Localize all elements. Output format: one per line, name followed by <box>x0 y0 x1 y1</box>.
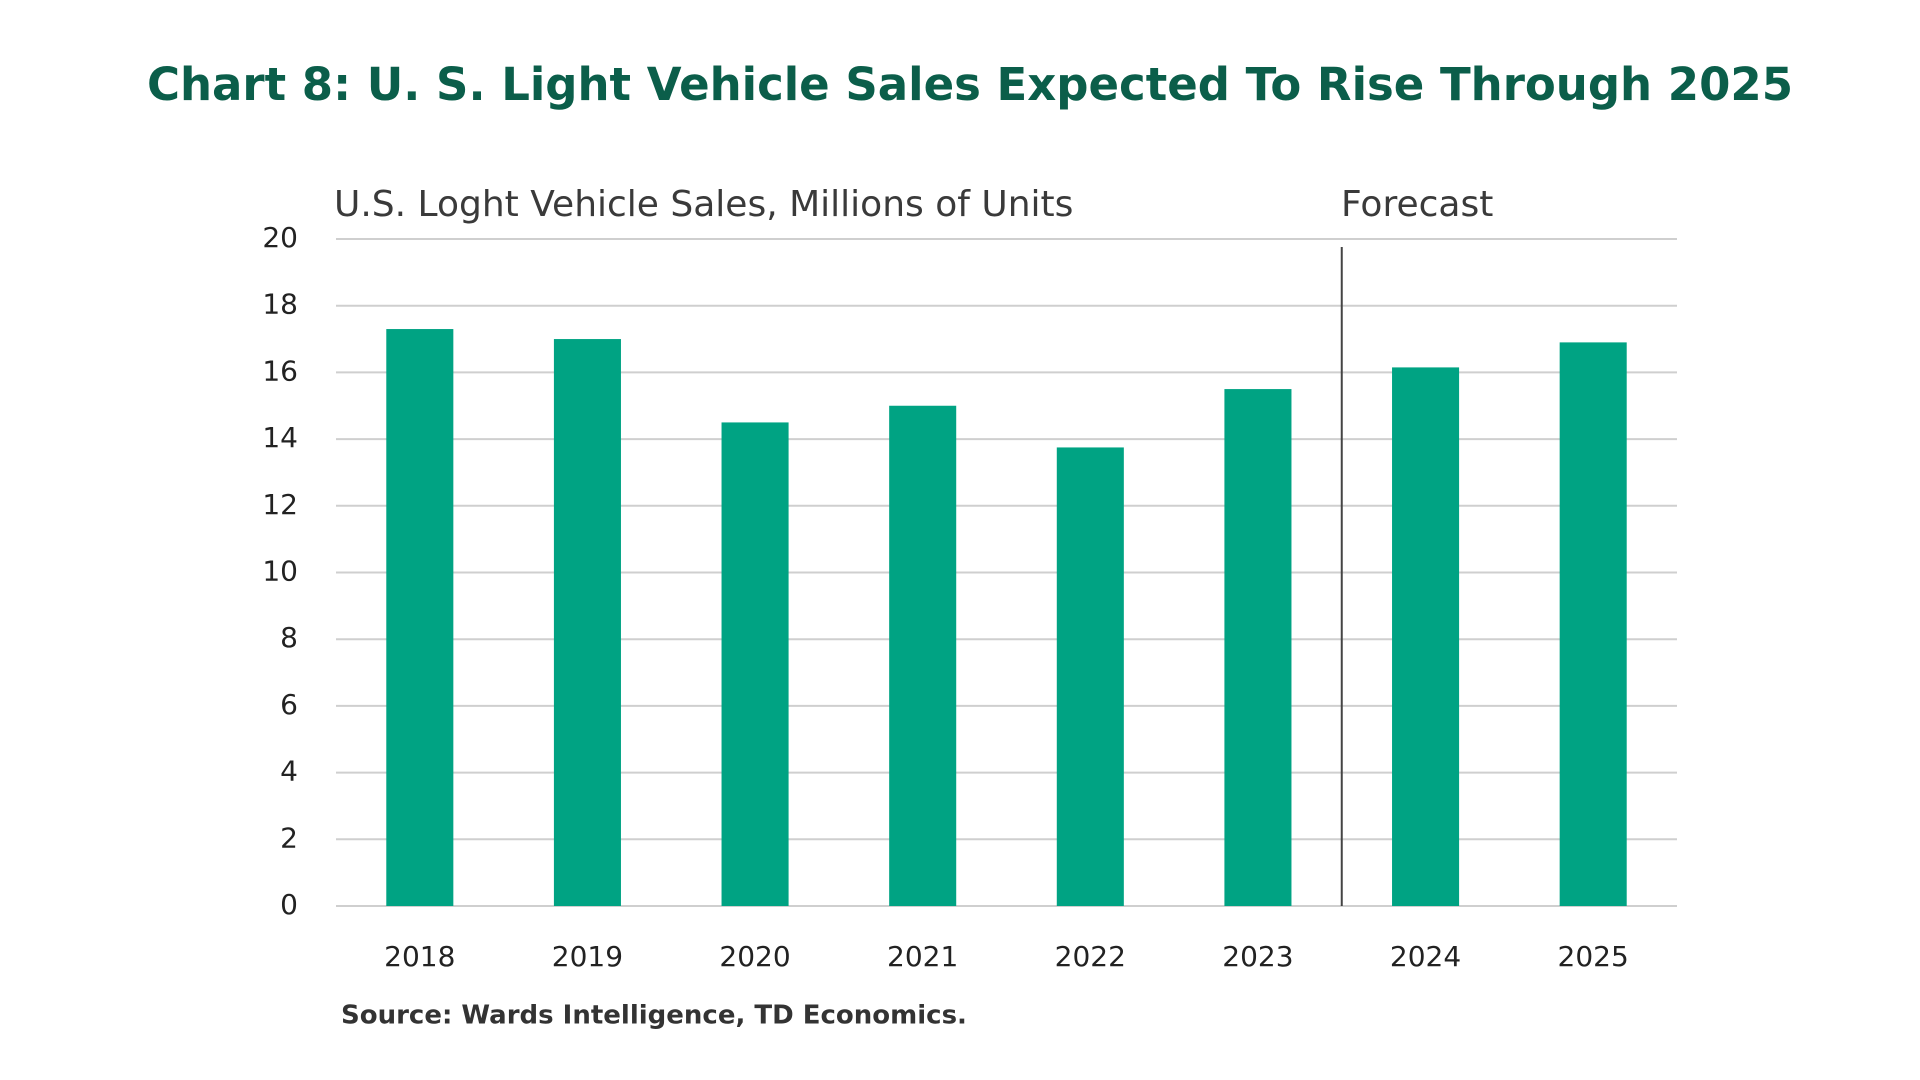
y-tick-label: 16 <box>262 354 298 387</box>
y-tick-label: 6 <box>280 688 298 721</box>
y-tick-label: 0 <box>280 888 298 921</box>
bar <box>553 339 621 906</box>
y-tick-label: 10 <box>262 555 298 588</box>
x-tick-label: 2020 <box>719 940 790 973</box>
bar <box>889 405 957 906</box>
y-tick-label: 4 <box>280 755 298 788</box>
x-tick-label: 2025 <box>1558 940 1629 973</box>
x-tick-label: 2018 <box>384 940 455 973</box>
bar <box>1392 367 1460 907</box>
y-tick-label: 8 <box>280 621 298 654</box>
bar <box>386 329 454 906</box>
source-note: Source: Wards Intelligence, TD Economics… <box>341 1001 967 1031</box>
x-tick-label: 2023 <box>1222 940 1293 973</box>
bar <box>1056 447 1124 906</box>
bar <box>1224 389 1292 906</box>
y-tick-label: 14 <box>262 421 298 454</box>
y-tick-label: 20 <box>262 221 298 254</box>
y-tick-label: 2 <box>280 821 298 854</box>
y-tick-label: 18 <box>262 288 298 321</box>
x-tick-label: 2024 <box>1390 940 1461 973</box>
forecast-label: Forecast <box>1341 184 1493 225</box>
y-tick-label: 12 <box>262 488 298 521</box>
x-tick-label: 2019 <box>552 940 623 973</box>
bar <box>721 422 789 906</box>
x-tick-label: 2021 <box>887 940 958 973</box>
bar <box>1559 342 1627 906</box>
chart-title: Chart 8: U. S. Light Vehicle Sales Expec… <box>147 58 1793 111</box>
chart-subtitle: U.S. Loght Vehicle Sales, Millions of Un… <box>334 184 1073 225</box>
x-tick-label: 2022 <box>1055 940 1126 973</box>
